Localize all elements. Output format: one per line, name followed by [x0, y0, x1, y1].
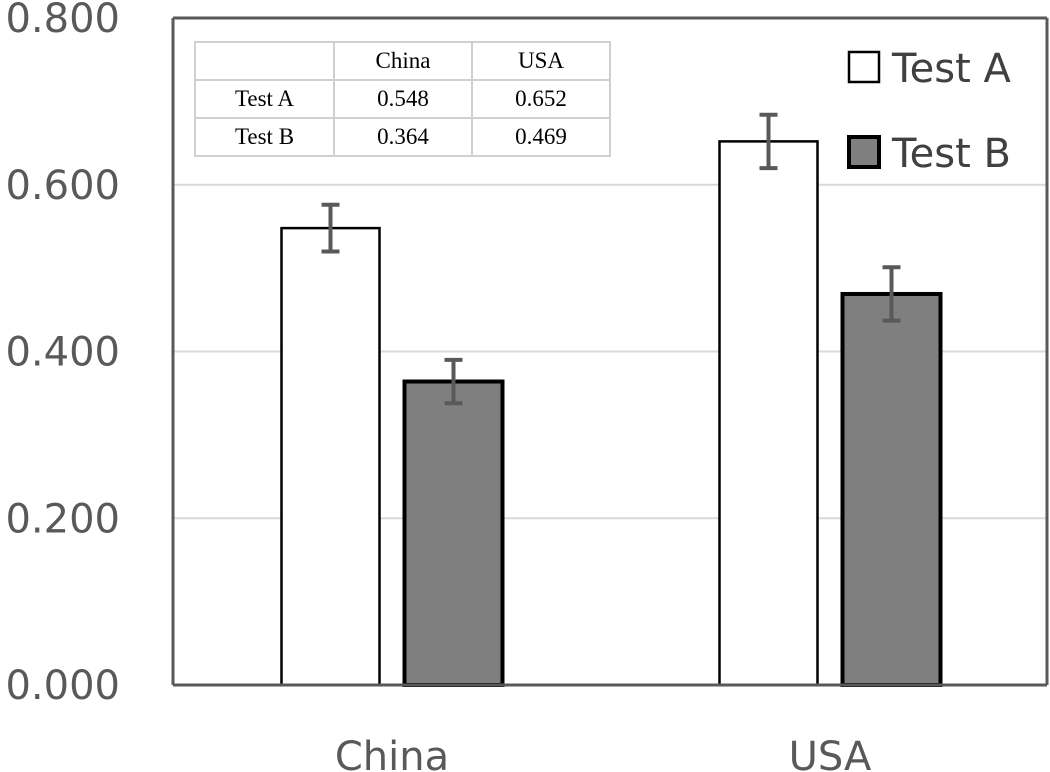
legend: Test A Test B — [847, 46, 1011, 177]
y-axis-tick-labels: 0.000 0.200 0.400 0.600 0.800 — [5, 0, 120, 709]
table-row: Test B 0.364 0.469 — [194, 117, 611, 157]
x-tick-label: USA — [789, 734, 872, 772]
table-cell: USA — [471, 41, 611, 81]
y-tick-label: 0.200 — [5, 496, 120, 542]
table-row: Test A 0.548 0.652 — [194, 79, 611, 119]
table-cell: Test B — [194, 117, 335, 157]
error-bars — [321, 112, 901, 406]
legend-label: Test B — [891, 131, 1011, 177]
data-table: China USA Test A 0.548 0.652 Test B 0.36… — [194, 41, 611, 157]
legend-swatch — [847, 135, 881, 169]
bar — [718, 140, 819, 687]
table-cell: Test A — [194, 79, 335, 119]
table-cell: 0.364 — [333, 117, 473, 157]
table-header-row: China USA — [194, 41, 611, 81]
y-tick-label: 0.600 — [5, 163, 120, 209]
x-axis-category-labels: China USA — [335, 734, 872, 772]
table-cell: 0.548 — [333, 79, 473, 119]
table-cell: 0.652 — [471, 79, 611, 119]
bars — [280, 140, 943, 687]
y-tick-label: 0.400 — [5, 330, 120, 376]
legend-swatch — [847, 50, 881, 84]
bar — [840, 291, 943, 687]
y-tick-label: 0.000 — [5, 663, 120, 709]
y-tick-label: 0.800 — [5, 0, 120, 42]
legend-label: Test A — [891, 46, 1011, 92]
table-cell — [194, 41, 335, 81]
table-cell: China — [333, 41, 473, 81]
table-cell: 0.469 — [471, 117, 611, 157]
x-tick-label: China — [335, 734, 449, 772]
axes — [171, 16, 1049, 687]
bar — [280, 226, 381, 687]
bar — [402, 379, 505, 687]
